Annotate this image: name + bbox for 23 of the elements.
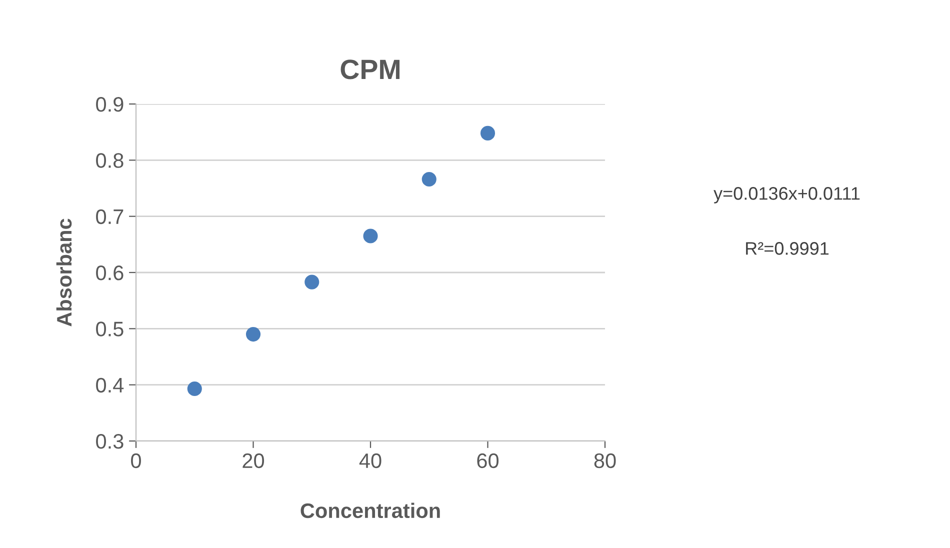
y-tick-label: 0.5: [96, 322, 124, 336]
point: [187, 381, 202, 396]
point: [363, 228, 378, 244]
y-axis-title: Absorbanc: [56, 218, 72, 326]
x-tick-label: 0: [131, 453, 141, 468]
y-tick-label: 0.8: [96, 153, 124, 168]
x-tick-label: 20: [242, 453, 264, 468]
point: [480, 126, 496, 140]
x-axis-title: Concentration: [300, 502, 440, 518]
x-tick-label: 80: [594, 453, 616, 468]
y-tick-label: 0.9: [96, 97, 124, 112]
point: [304, 274, 320, 290]
text: R²=0.9991: [746, 242, 829, 255]
x-tick-label: 40: [359, 453, 382, 468]
y-tick-label: 0.3: [96, 434, 124, 449]
x-tick-label: 60: [477, 453, 499, 468]
text: y=0.0136x+0.0111: [714, 187, 860, 204]
point: [246, 327, 261, 342]
y-tick-label: 0.6: [96, 266, 124, 280]
point: [422, 172, 436, 187]
chart-title: CPM: [340, 60, 400, 80]
y-tick-label: 0.7: [96, 209, 124, 224]
y-tick-label: 0.4: [96, 378, 124, 393]
